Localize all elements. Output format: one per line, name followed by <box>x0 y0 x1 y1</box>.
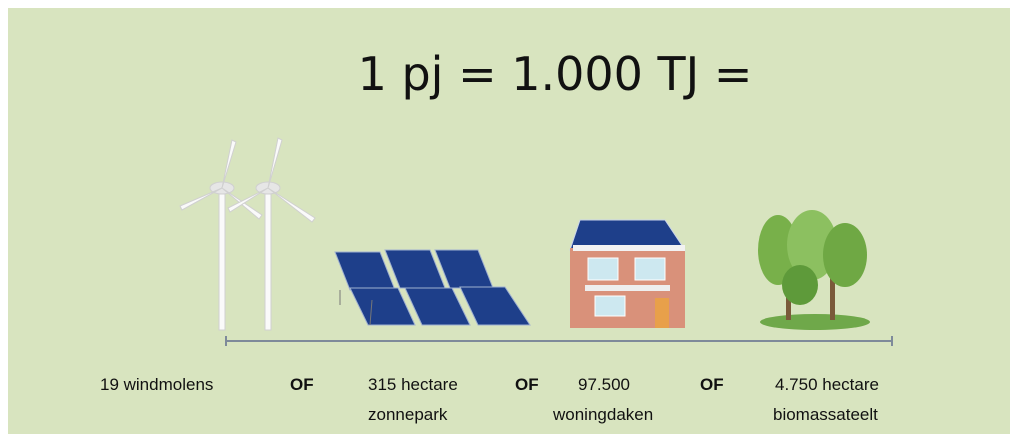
item-label: woningdaken <box>552 405 653 424</box>
or-separator: OF <box>700 375 724 394</box>
or-separator: OF <box>515 375 539 394</box>
item-label: biomassateelt <box>773 405 878 424</box>
infographic: 1 pj = 1.000 TJ = <box>0 0 1019 442</box>
item-label: zonnepark <box>368 405 448 424</box>
or-separator: OF <box>290 375 314 394</box>
item-label: 4.750 hectare <box>775 375 879 394</box>
item-label: 19 windmolens <box>100 375 213 394</box>
item-label: 97.500 <box>578 375 630 394</box>
item-label: 315 hectare <box>368 375 458 394</box>
title: 1 pj = 1.000 TJ = <box>358 47 753 101</box>
house-icon <box>570 220 685 328</box>
